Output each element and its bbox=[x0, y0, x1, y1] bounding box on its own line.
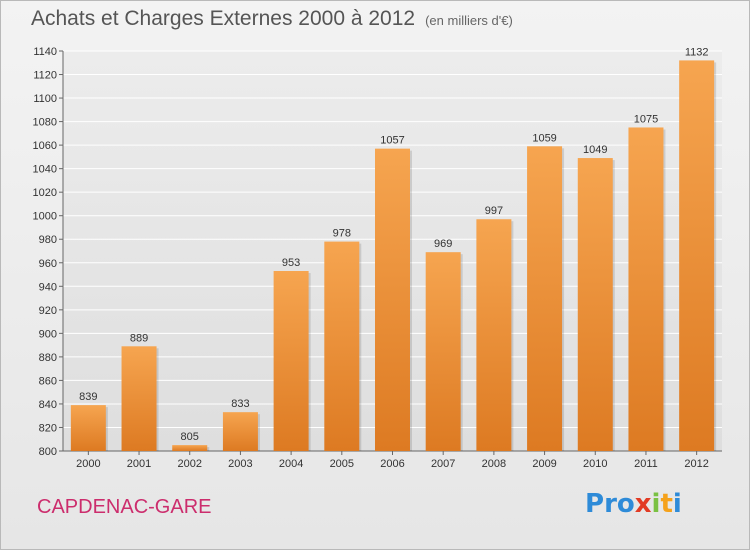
x-tick-label: 2010 bbox=[583, 458, 607, 470]
bar bbox=[70, 405, 106, 451]
logo-letter: t bbox=[660, 489, 673, 519]
y-tick-label: 920 bbox=[39, 305, 57, 317]
bar bbox=[628, 127, 664, 452]
proxiti-logo: Proxiti bbox=[585, 489, 682, 519]
x-tick-label: 2005 bbox=[330, 458, 354, 470]
bar-value-label: 1075 bbox=[634, 113, 658, 125]
bar-value-label: 997 bbox=[485, 205, 503, 217]
y-tick-label: 1080 bbox=[33, 117, 57, 129]
city-name: CAPDENAC-GARE bbox=[37, 496, 212, 518]
bar bbox=[375, 148, 410, 451]
logo-letter: r bbox=[604, 489, 617, 519]
x-tick-label: 2009 bbox=[532, 458, 556, 470]
x-tick-label: 2007 bbox=[431, 458, 455, 470]
y-tick-label: 880 bbox=[39, 352, 57, 364]
bar-value-label: 889 bbox=[130, 332, 148, 344]
bar bbox=[476, 219, 512, 451]
bar-value-label: 805 bbox=[181, 431, 199, 443]
bar-value-label: 1049 bbox=[583, 144, 607, 156]
y-tick-label: 1060 bbox=[33, 140, 57, 152]
bar bbox=[273, 271, 309, 451]
bar-value-label: 839 bbox=[79, 391, 97, 403]
y-tick-label: 1120 bbox=[33, 70, 57, 82]
title-text: Achats et Charges Externes 2000 à 2012 bbox=[31, 7, 416, 30]
y-tick-label: 980 bbox=[39, 234, 57, 246]
chart-title: Achats et Charges Externes 2000 à 2012 (e… bbox=[31, 7, 513, 31]
y-tick-label: 840 bbox=[39, 399, 57, 411]
x-tick-label: 2001 bbox=[127, 458, 151, 470]
bar bbox=[577, 158, 613, 451]
y-tick-label: 1140 bbox=[33, 46, 57, 58]
bar bbox=[222, 412, 258, 451]
bar-value-label: 978 bbox=[333, 228, 351, 240]
unit-label: (en milliers d'€) bbox=[425, 13, 513, 28]
bar-value-label: 1059 bbox=[532, 132, 556, 144]
x-tick-label: 2006 bbox=[380, 458, 404, 470]
bar bbox=[121, 346, 157, 451]
logo-letter: x bbox=[634, 489, 652, 519]
y-tick-label: 1040 bbox=[33, 164, 57, 176]
y-tick-label: 1000 bbox=[33, 211, 57, 223]
logo-letter: o bbox=[616, 489, 635, 519]
y-tick-label: 860 bbox=[39, 375, 57, 387]
bar-value-label: 833 bbox=[231, 398, 249, 410]
y-tick-label: 820 bbox=[39, 422, 57, 434]
y-tick-label: 960 bbox=[39, 258, 57, 270]
bar-value-label: 953 bbox=[282, 257, 300, 269]
logo-letter: P bbox=[585, 489, 605, 519]
y-tick-label: 900 bbox=[39, 328, 57, 340]
bar bbox=[172, 445, 208, 451]
bar-value-label: 969 bbox=[434, 238, 452, 250]
x-tick-label: 2012 bbox=[684, 458, 708, 470]
x-tick-label: 2008 bbox=[482, 458, 506, 470]
logo-letter: i bbox=[651, 489, 661, 519]
x-tick-label: 2003 bbox=[228, 458, 252, 470]
bar bbox=[527, 146, 563, 451]
y-tick-label: 1020 bbox=[33, 187, 57, 199]
bar-value-label: 1132 bbox=[685, 46, 709, 58]
x-tick-label: 2004 bbox=[279, 458, 303, 470]
y-tick-label: 1100 bbox=[33, 93, 57, 105]
y-tick-label: 940 bbox=[39, 281, 57, 293]
y-tick-label: 800 bbox=[39, 446, 57, 458]
x-tick-label: 2000 bbox=[76, 458, 100, 470]
bar bbox=[425, 252, 461, 451]
bar bbox=[679, 60, 715, 451]
x-tick-label: 2011 bbox=[634, 458, 658, 470]
bar bbox=[324, 241, 360, 451]
x-tick-label: 2002 bbox=[177, 458, 201, 470]
bar-value-label: 1057 bbox=[380, 135, 404, 147]
logo-letter: i bbox=[672, 489, 682, 519]
